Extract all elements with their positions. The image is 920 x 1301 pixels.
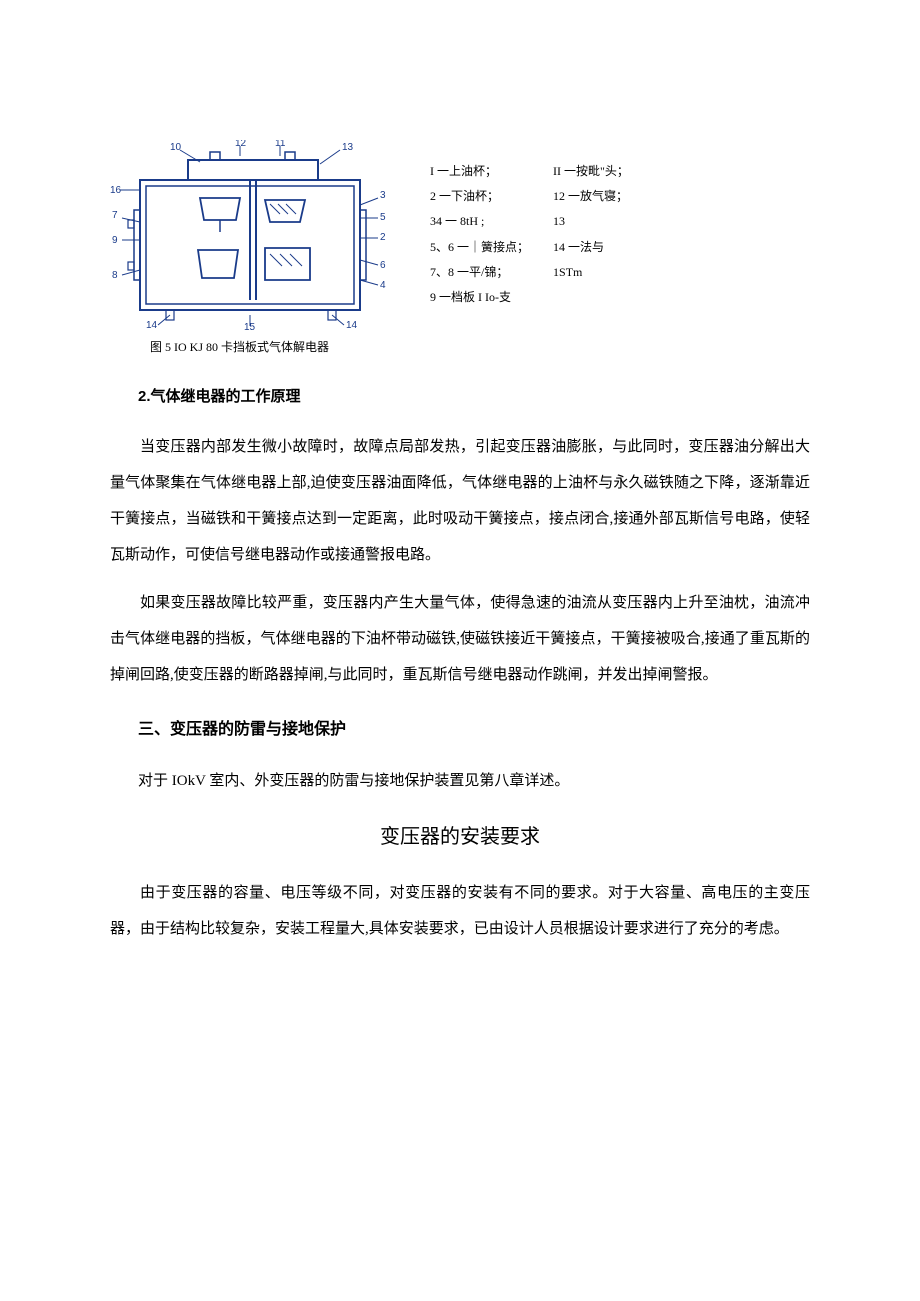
body-para: 由于变压器的容量、电压等级不同，对变压器的安装有不同的要求。对于大容量、高电压的… xyxy=(110,875,810,947)
figure-row: 10 12 11 13 16 3 5 2 6 4 9 xyxy=(110,140,810,330)
svg-text:9: 9 xyxy=(112,235,118,246)
legend-item: II 一按毗"头； xyxy=(553,162,629,181)
legend-item: 34 一 8tH ; xyxy=(430,212,529,231)
relay-diagram: 10 12 11 13 16 3 5 2 6 4 9 xyxy=(110,140,390,330)
svg-text:13: 13 xyxy=(342,142,354,153)
svg-text:14: 14 xyxy=(146,320,158,330)
legend-item: 13 xyxy=(553,212,629,231)
legend-item: 2 一下油杯； xyxy=(430,187,529,206)
svg-text:3: 3 xyxy=(380,190,386,201)
svg-text:2: 2 xyxy=(380,232,386,243)
legend-item: 7、8 一平/锦； xyxy=(430,263,529,282)
svg-text:5: 5 xyxy=(380,212,386,223)
legend-item: 5、6 一｜簧接点； xyxy=(430,238,529,257)
body-para: 对于 IOkV 室内、外变压器的防雷与接地保护装置见第八章详述。 xyxy=(138,763,810,799)
svg-text:7: 7 xyxy=(112,210,118,221)
svg-text:4: 4 xyxy=(380,280,386,291)
legend-item: 9 一档板 I Io-支 xyxy=(430,288,529,307)
svg-text:10: 10 xyxy=(170,142,182,153)
legend-col-left: I 一上油杯； 2 一下油杯； 34 一 8tH ; 5、6 一｜簧接点； 7、… xyxy=(430,162,529,307)
diagram-svg: 10 12 11 13 16 3 5 2 6 4 9 xyxy=(110,140,390,330)
body-para: 当变压器内部发生微小故障时，故障点局部发热，引起变压器油膨胀，与此同时，变压器油… xyxy=(110,429,810,573)
legend-item: I 一上油杯； xyxy=(430,162,529,181)
body-para: 如果变压器故障比较严重，变压器内产生大量气体，使得急速的油流从变压器内上升至油枕… xyxy=(110,585,810,693)
legend-item: 12 一放气寝； xyxy=(553,187,629,206)
legend-item: 14 一法与 xyxy=(553,238,629,257)
section-4-heading: 变压器的安装要求 xyxy=(110,821,810,853)
svg-text:6: 6 xyxy=(380,260,386,271)
svg-text:14: 14 xyxy=(346,320,358,330)
svg-text:11: 11 xyxy=(275,140,286,149)
section-2-heading: 2.气体继电器的工作原理 xyxy=(138,385,810,409)
svg-text:16: 16 xyxy=(110,185,122,196)
svg-text:8: 8 xyxy=(112,270,118,281)
legend-col-right: II 一按毗"头； 12 一放气寝； 13 14 一法与 1STm xyxy=(553,162,629,307)
svg-text:15: 15 xyxy=(244,322,256,330)
figure-caption: 图 5 IO KJ 80 卡挡板式气体解电器 xyxy=(150,338,810,357)
legend-item: 1STm xyxy=(553,263,629,282)
svg-text:12: 12 xyxy=(235,140,247,149)
figure-legend: I 一上油杯； 2 一下油杯； 34 一 8tH ; 5、6 一｜簧接点； 7、… xyxy=(430,140,629,307)
section-3-heading: 三、变压器的防雷与接地保护 xyxy=(138,717,810,743)
